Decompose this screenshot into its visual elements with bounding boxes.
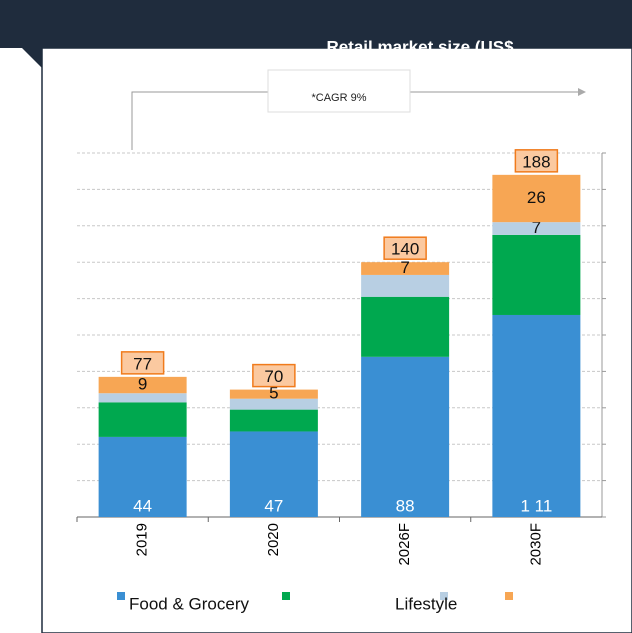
cagr-arrow-head: [578, 88, 586, 96]
total-box: [514, 149, 559, 173]
bar-segment: [492, 174, 581, 223]
bar-segment: [229, 389, 318, 399]
total-label: 77: [133, 354, 152, 373]
x-tick-label: 2030F: [527, 523, 544, 566]
bar-segment: [492, 222, 581, 235]
data-label: 44: [133, 496, 152, 515]
data-label: 1 11: [520, 496, 552, 515]
legend-marker: [505, 592, 513, 600]
x-tick-label: 2019: [134, 523, 151, 556]
data-label: 7: [400, 258, 409, 277]
bar-segment: [492, 234, 581, 315]
data-label: 47: [264, 496, 283, 515]
total-label: 188: [522, 152, 550, 171]
bar-segment: [361, 296, 450, 357]
x-tick-label: 2020: [265, 523, 282, 556]
bar-segment: [361, 274, 450, 297]
x-tick-label: 2026F: [396, 523, 413, 566]
data-label: 7: [532, 218, 541, 237]
total-label: 70: [264, 367, 283, 386]
header-band: [0, 0, 632, 48]
total-box: [383, 236, 427, 260]
bar-segment: [361, 262, 450, 275]
legend-marker: [117, 592, 125, 600]
bar-segment: [229, 398, 318, 410]
data-label: 26: [527, 188, 546, 207]
cagr-label: *CAGR 9%: [311, 92, 366, 104]
legend-marker: [282, 592, 290, 600]
header-fold: [22, 48, 44, 70]
legend-marker: [440, 592, 448, 600]
total-box: [120, 351, 165, 375]
bar-segment: [229, 409, 318, 432]
bar-segment: [98, 436, 187, 517]
data-label: 9: [138, 375, 147, 394]
bar-segment: [229, 431, 318, 517]
bar-segment: [98, 402, 187, 437]
data-label: 5: [269, 384, 278, 403]
data-label: 88: [396, 496, 415, 515]
legend-label: Food & Grocery: [129, 594, 249, 613]
chart-title: Retail market size (US$: [326, 37, 514, 56]
cagr-box: [267, 69, 411, 113]
legend-label: Lifestyle: [395, 594, 457, 613]
total-label: 140: [391, 240, 419, 259]
bar-segment: [492, 314, 581, 517]
cagr-arrow: [131, 91, 578, 150]
bar-segment: [98, 376, 187, 394]
total-box: [252, 363, 296, 388]
bar-segment: [361, 356, 450, 517]
bar-segment: [98, 393, 187, 403]
